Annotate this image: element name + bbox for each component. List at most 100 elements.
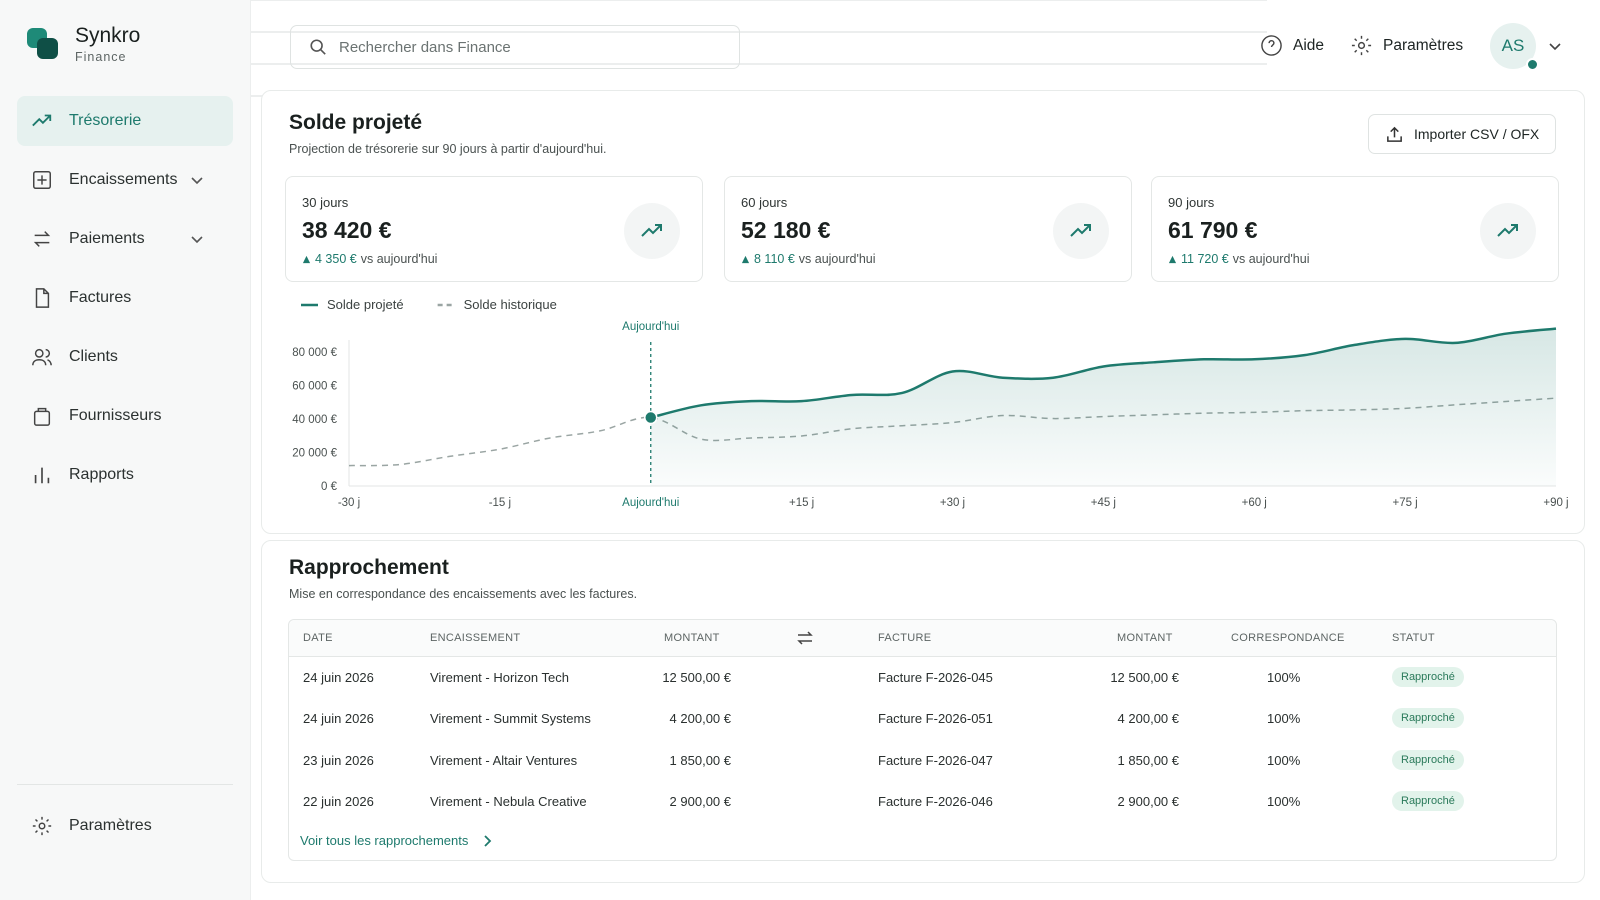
nav-label: Factures	[69, 289, 132, 306]
kpi-label: 90 jours	[1168, 195, 1215, 210]
kpi-icon	[624, 203, 680, 259]
kpi-delta-value: 4 350 €	[315, 252, 357, 266]
kpi-value: 52 180 €	[741, 217, 831, 243]
kpi-card: 90 jours 61 790 € 11 720 € vs aujourd'hui	[1151, 176, 1559, 282]
nav-item[interactable]: Encaissements	[17, 155, 233, 205]
cell-receipt: Virement - Summit Systems	[430, 711, 591, 727]
status-badge: Rapproché	[1392, 708, 1464, 729]
up-arrow	[1168, 255, 1177, 263]
area	[650, 328, 1556, 486]
cell-match: 100%	[1267, 793, 1301, 809]
kpi-icon	[1480, 203, 1536, 259]
nav-label: Paramètres	[69, 817, 152, 834]
x-tick-label: -30 j	[338, 497, 360, 509]
kpi-card: 60 jours 52 180 € 8 110 € vs aujourd'hui	[724, 176, 1132, 282]
y-tick-label: 20 000 €	[292, 448, 337, 460]
y-tick-label: 60 000 €	[292, 381, 337, 393]
avatar-chevron[interactable]	[1547, 38, 1563, 54]
cell-invoice-amount: 2 900,00 €	[1117, 793, 1179, 809]
nav-label: Rapports	[69, 466, 134, 483]
row-divider	[0, 63, 1267, 64]
import-button[interactable]: Importer CSV / OFX	[1368, 114, 1556, 154]
up-arrow	[302, 255, 311, 263]
status-dot	[1526, 58, 1539, 71]
legend-label: Solde projeté	[327, 297, 404, 312]
sidebar: Synkro Finance Trésorerie Encaissements …	[0, 0, 251, 900]
kpi-delta: 11 720 € vs aujourd'hui	[1168, 252, 1309, 266]
kpi-card: 30 jours 38 420 € 4 350 € vs aujourd'hui	[285, 176, 703, 282]
x-tick-label: Aujourd'hui	[622, 497, 679, 509]
table-header-cell: MONTANT	[664, 632, 720, 644]
cell-receipt: Virement - Horizon Tech	[430, 670, 569, 685]
cell-invoice: Facture F-2026-051	[878, 711, 993, 727]
row-divider	[0, 32, 1267, 33]
forecast-title: Solde projeté	[289, 111, 423, 134]
today-point	[644, 410, 658, 425]
cell-receipt: Virement - Altair Ventures	[430, 752, 578, 768]
status-badge: Rapproché	[1392, 749, 1464, 770]
status-badge: Rapproché	[1392, 667, 1464, 687]
kpi-delta-value: 11 720 €	[1181, 252, 1229, 266]
trend-icon	[641, 224, 662, 237]
kpi-delta: 8 110 € vs aujourd'hui	[741, 252, 876, 266]
search-box[interactable]: Rechercher dans Finance	[290, 25, 740, 69]
line	[650, 327, 1557, 419]
table-header-cell: CORRESPONDANCE	[1231, 632, 1345, 644]
brand-name: Synkro	[75, 24, 141, 47]
kpi-delta: 4 350 € vs aujourd'hui	[302, 252, 437, 266]
cell-invoice-amount: 4 200,00 €	[1117, 711, 1179, 727]
annotation: Aujourd'hui	[622, 321, 679, 333]
table-header-cell: MONTANT	[1117, 632, 1173, 644]
y-tick-label: 80 000 €	[292, 347, 337, 359]
cell-match: 100%	[1267, 711, 1301, 727]
settings[interactable]: Paramètres	[1350, 34, 1463, 57]
table-header-cell: STATUT	[1392, 632, 1435, 644]
forecast-subtitle: Projection de trésorerie sur 90 jours à …	[289, 142, 607, 156]
kpi-delta-suffix: vs aujourd'hui	[360, 252, 438, 266]
row-divider	[0, 0, 1267, 1]
help-label: Aide	[1293, 36, 1325, 54]
cell-invoice-amount: 12 500,00 €	[1110, 670, 1179, 685]
cell-date: 22 juin 2026	[303, 793, 374, 809]
nav-item[interactable]: Rapports	[17, 450, 233, 500]
x-tick-label: +15 j	[789, 497, 814, 509]
avatar[interactable]: AS	[1490, 23, 1536, 69]
cell-receipt: Virement - Nebula Creative	[430, 793, 587, 809]
help[interactable]: Aide	[1260, 34, 1324, 57]
nav-item[interactable]: Fournisseurs	[17, 391, 233, 441]
x-tick-label: +60 j	[1242, 497, 1267, 509]
reconciliation-panel	[261, 540, 1585, 883]
row-divider	[0, 64, 1267, 65]
nav-item[interactable]: Clients	[17, 332, 233, 382]
kpi-value: 61 790 €	[1168, 217, 1258, 243]
status-badge: Rapproché	[1392, 790, 1464, 811]
nav-label: Clients	[69, 348, 118, 365]
cell-amount: 4 200,00 €	[669, 711, 731, 727]
cell-invoice: Facture F-2026-045	[878, 670, 993, 685]
table-header-cell: FACTURE	[878, 632, 932, 644]
kpi-icon	[1053, 203, 1109, 259]
kpi-label: 30 jours	[302, 195, 349, 210]
x-tick-label: +45 j	[1091, 497, 1116, 509]
x-tick-label: +90 j	[1543, 497, 1568, 509]
nav-item[interactable]: Paramètres	[17, 801, 233, 851]
cell-invoice-amount: 1 850,00 €	[1117, 752, 1179, 768]
nav-item[interactable]: Factures	[17, 273, 233, 323]
trend-icon	[1070, 224, 1091, 237]
reconciliation-subtitle: Mise en correspondance des encaissements…	[289, 587, 638, 601]
kpi-value: 38 420 €	[302, 217, 392, 243]
y-tick-label: 0 €	[321, 481, 338, 493]
cell-match: 100%	[1267, 670, 1301, 685]
cell-invoice: Facture F-2026-046	[878, 793, 993, 809]
see-all-link[interactable]: Voir tous les rapprochements	[300, 833, 492, 848]
reconciliation-title: Rapprochement	[289, 556, 449, 579]
cell-invoice: Facture F-2026-047	[878, 752, 993, 768]
nav-item[interactable]: Paiements	[17, 214, 233, 264]
nav-item[interactable]: Trésorerie	[17, 96, 233, 146]
cell-match: 100%	[1267, 752, 1301, 768]
see-all-label: Voir tous les rapprochements	[300, 833, 469, 848]
cell-date: 24 juin 2026	[303, 670, 374, 685]
avatar-initials: AS	[1501, 36, 1525, 55]
settings-label: Paramètres	[1383, 36, 1464, 54]
